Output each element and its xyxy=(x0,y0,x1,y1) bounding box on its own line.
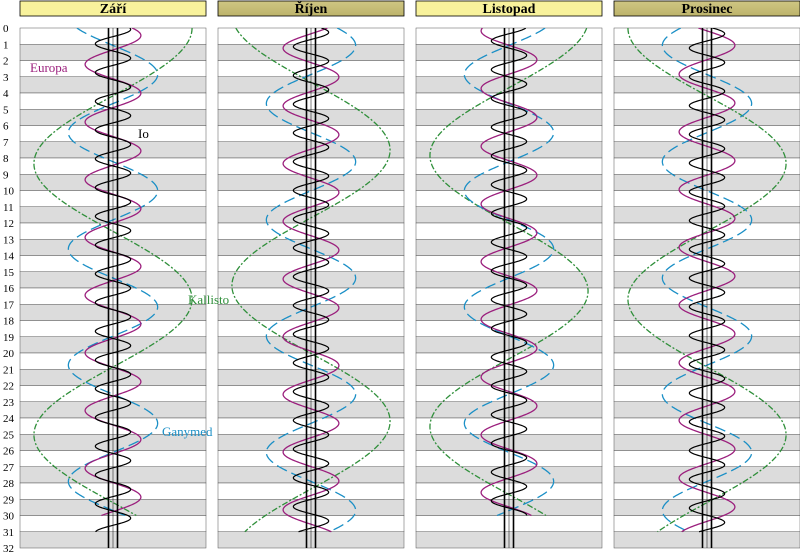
day-label: 30 xyxy=(3,511,15,523)
day-label: 28 xyxy=(3,478,15,490)
month-title: Září xyxy=(100,2,128,17)
month-title-box xyxy=(415,0,603,17)
day-label: 8 xyxy=(3,153,9,165)
day-label: 21 xyxy=(3,364,14,376)
label-io: Io xyxy=(138,126,149,141)
day-label: 1 xyxy=(3,39,9,51)
day-label: 24 xyxy=(3,413,15,425)
label-ganymed: Ganymed xyxy=(162,424,213,439)
day-label: 15 xyxy=(3,267,15,279)
day-label: 3 xyxy=(3,72,9,84)
day-label: 31 xyxy=(3,527,14,539)
day-label: 0 xyxy=(3,23,9,35)
europa-curve xyxy=(480,28,538,517)
day-label: 26 xyxy=(3,446,15,458)
europa-curve xyxy=(282,28,340,533)
day-label: 23 xyxy=(3,397,15,409)
day-label: 2 xyxy=(3,56,9,68)
day-label: 13 xyxy=(3,234,15,246)
europa-curve xyxy=(678,28,736,533)
month-title-box xyxy=(217,0,405,17)
day-label: 16 xyxy=(3,283,15,295)
day-label: 32 xyxy=(3,543,14,555)
day-label: 6 xyxy=(3,121,9,133)
day-label: 20 xyxy=(3,348,15,360)
io-curve xyxy=(292,28,330,533)
day-label: 4 xyxy=(3,88,9,100)
moon-labels: Europa Io Kallisto Ganymed xyxy=(30,60,229,439)
kallisto-curve xyxy=(33,28,193,517)
ganymed-curve xyxy=(661,28,753,533)
day-label: 29 xyxy=(3,494,15,506)
day-labels: 0123456789101112131415161718192021222324… xyxy=(3,23,15,555)
day-label: 7 xyxy=(3,137,9,149)
month-titles: Září Říjen Listopad Prosinec xyxy=(19,0,800,17)
day-bands xyxy=(19,27,800,549)
day-label: 18 xyxy=(3,316,15,328)
ganymed-curve xyxy=(265,28,357,533)
day-label: 5 xyxy=(3,104,9,116)
day-label: 12 xyxy=(3,218,14,230)
io-curve xyxy=(688,28,726,533)
label-europa: Europa xyxy=(30,60,68,75)
label-kallisto: Kallisto xyxy=(188,292,229,307)
month-title-box xyxy=(613,0,800,17)
day-label: 17 xyxy=(3,299,15,311)
day-label: 10 xyxy=(3,186,15,198)
day-label: 11 xyxy=(3,202,14,214)
jupiter-bands xyxy=(107,28,713,548)
month-title: Prosinec xyxy=(681,2,732,17)
day-label: 9 xyxy=(3,169,9,181)
kallisto-curve xyxy=(231,28,391,533)
day-label: 19 xyxy=(3,332,15,344)
day-label: 27 xyxy=(3,462,15,474)
month-title: Říjen xyxy=(295,0,328,17)
day-label: 25 xyxy=(3,429,15,441)
kallisto-curve xyxy=(627,28,787,533)
day-label: 22 xyxy=(3,381,14,393)
month-title-box xyxy=(19,0,207,17)
io-curve xyxy=(490,28,528,516)
day-label: 14 xyxy=(3,251,15,263)
month-title: Listopad xyxy=(483,2,536,17)
